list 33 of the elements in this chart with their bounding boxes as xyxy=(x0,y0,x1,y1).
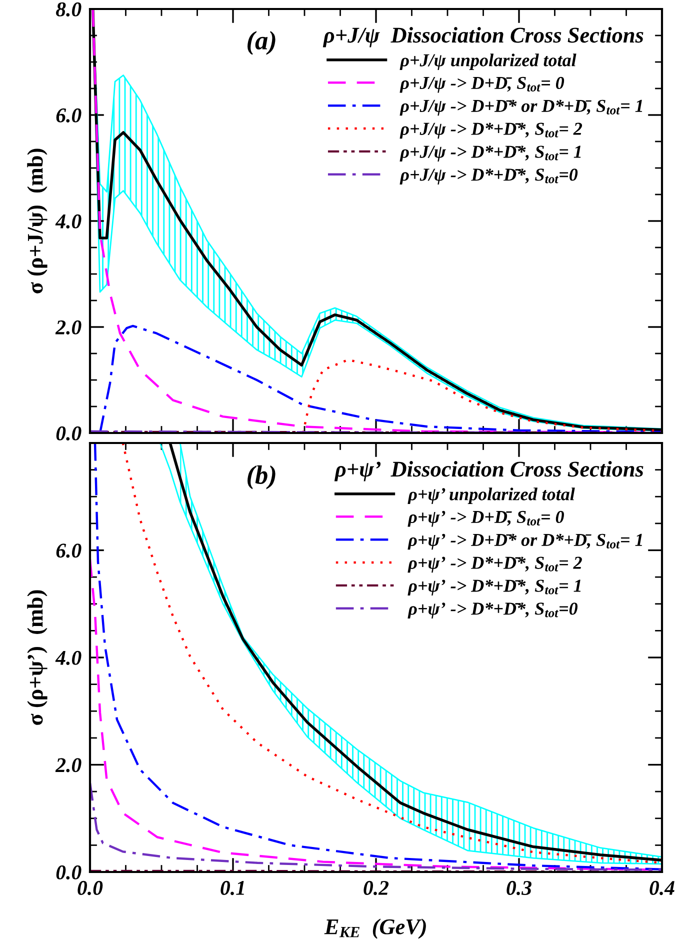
y-tick-label: 4.0 xyxy=(55,214,82,229)
y-tick-label: 4.0 xyxy=(55,650,82,666)
legend-title: ρ+J/ψ Dissociation Cross Sections xyxy=(322,27,644,48)
legend-label: ρ+ψ’ -> D*+D̄*, S$_{tot}$= 2 xyxy=(408,556,582,573)
annotation: (a) xyxy=(248,30,276,55)
legend-label: ρ+ψ’ -> D*+D̄*, S$_{tot}$= 1 xyxy=(408,580,581,596)
annotation: (b) xyxy=(248,465,276,490)
y-tick-label: 2.0 xyxy=(55,320,82,335)
y-tick-label: 8.0 xyxy=(56,2,82,17)
x-tick-label: 0.3 xyxy=(506,880,532,896)
y-axis-title: σ (ρ+J/ψ) (mb) xyxy=(27,148,48,294)
legend-label: ρ+J/ψ -> D+D̄* or D*+D̄, S$_{tot}$= 1 xyxy=(400,100,642,116)
legend-label: ρ+ψ’ -> D*+D̄*, S$_{tot}$=0 xyxy=(408,602,578,618)
x-tick-label: 0.4 xyxy=(650,880,674,896)
legend-label: ρ+J/ψ -> D*+D̄*, S$_{tot}$=0 xyxy=(400,168,578,184)
y-tick-label: 6.0 xyxy=(56,108,82,123)
legend-label: ρ+J/ψ -> D*+D̄*, S$_{tot}$= 2 xyxy=(400,122,582,139)
x-tick-label: 0.1 xyxy=(220,880,244,896)
x-axis-title: E$_{KE}$ (GeV) xyxy=(324,918,426,939)
legend-title: ρ+ψ’ Dissociation Cross Sections xyxy=(334,461,644,482)
legend-label: ρ+J/ψ -> D*+D̄*, S$_{tot}$= 1 xyxy=(400,146,581,162)
y-tick-label: 0.0 xyxy=(56,426,82,441)
legend-label: ρ+ψ’ unpolarized total xyxy=(408,488,575,504)
legend-label: ρ+J/ψ unpolarized total xyxy=(400,54,576,70)
y-tick-label: 0.0 xyxy=(56,865,82,880)
legend-label: ρ+J/ψ -> D+D̄, S$_{tot}$= 0 xyxy=(400,76,564,93)
y-axis-title: σ (ρ+ψ’) (mb) xyxy=(27,590,48,725)
x-tick-label: 0.2 xyxy=(364,880,389,896)
x-tick-label: 0.0 xyxy=(78,880,103,896)
legend-label: ρ+ψ’ -> D+D̄* or D*+D̄, S$_{tot}$= 1 xyxy=(408,534,642,550)
legend-label: ρ+ψ’ -> D+D̄, S$_{tot}$= 0 xyxy=(408,510,564,527)
y-tick-label: 2.0 xyxy=(55,758,82,772)
y-tick-label: 6.0 xyxy=(56,544,82,558)
